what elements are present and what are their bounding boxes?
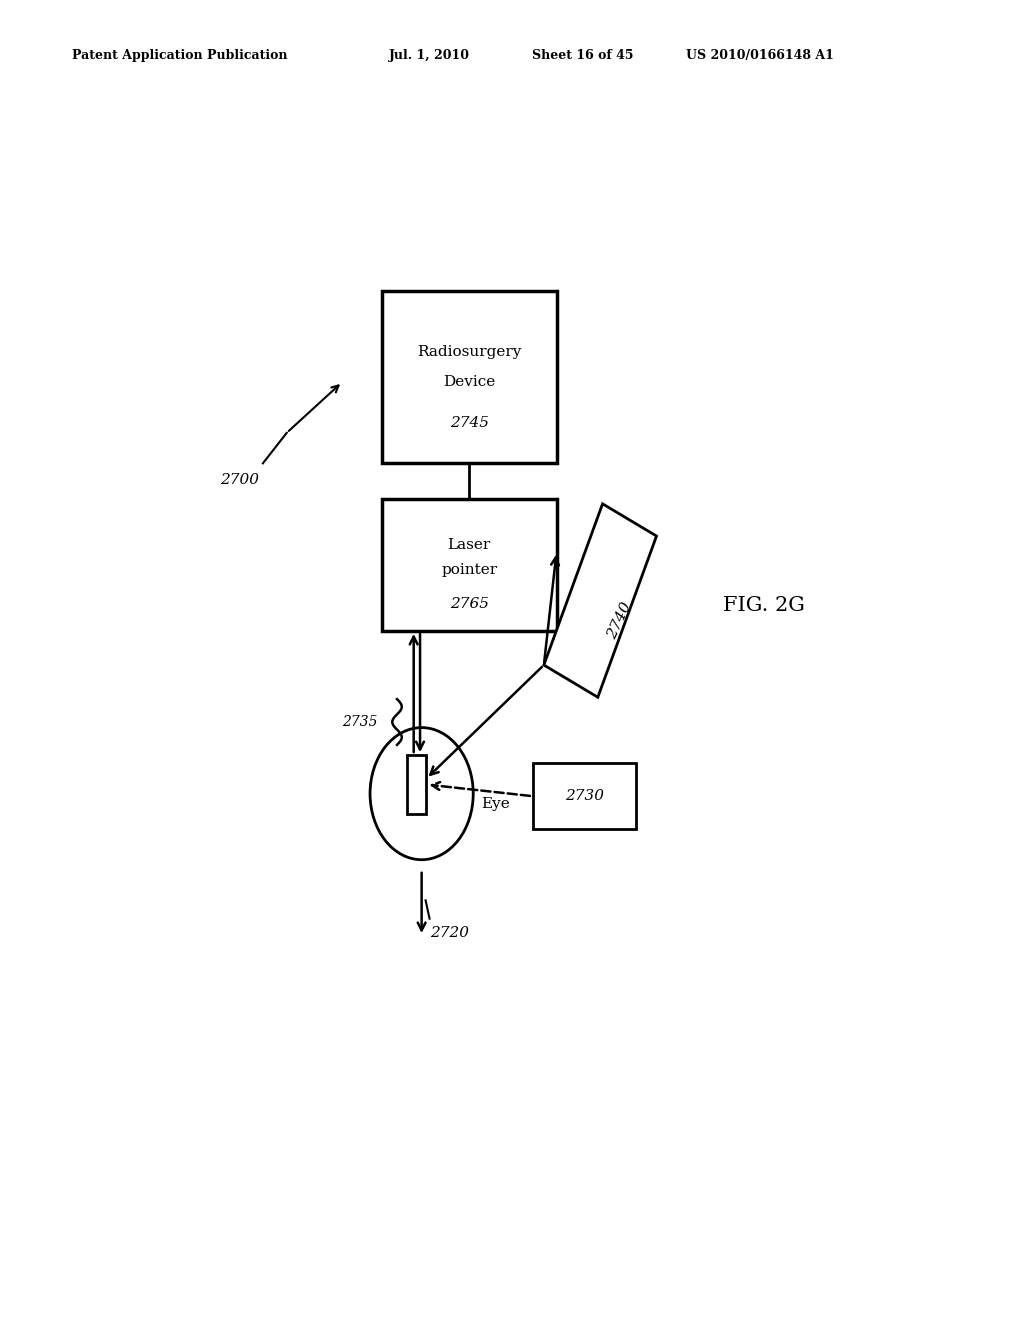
Text: Patent Application Publication: Patent Application Publication [72, 49, 287, 62]
Text: US 2010/0166148 A1: US 2010/0166148 A1 [686, 49, 834, 62]
Bar [382, 290, 557, 463]
Text: 2720: 2720 [430, 925, 469, 940]
Text: 2730: 2730 [565, 789, 604, 803]
Bar [382, 499, 557, 631]
Text: 2700: 2700 [220, 474, 259, 487]
Bar [408, 755, 426, 814]
Circle shape [370, 727, 473, 859]
Text: 2735: 2735 [342, 715, 377, 729]
Text: pointer: pointer [441, 564, 498, 577]
Polygon shape [544, 504, 656, 697]
Text: Radiosurgery: Radiosurgery [417, 345, 521, 359]
Text: Device: Device [443, 375, 496, 389]
Text: Jul. 1, 2010: Jul. 1, 2010 [389, 49, 470, 62]
Text: 2740: 2740 [605, 601, 635, 642]
Text: 2745: 2745 [450, 416, 488, 430]
Text: Eye: Eye [481, 797, 510, 810]
Bar [532, 763, 636, 829]
Text: 2765: 2765 [450, 597, 488, 611]
Text: Sheet 16 of 45: Sheet 16 of 45 [532, 49, 634, 62]
Text: FIG. 2G: FIG. 2G [723, 597, 805, 615]
Text: Laser: Laser [447, 537, 490, 552]
